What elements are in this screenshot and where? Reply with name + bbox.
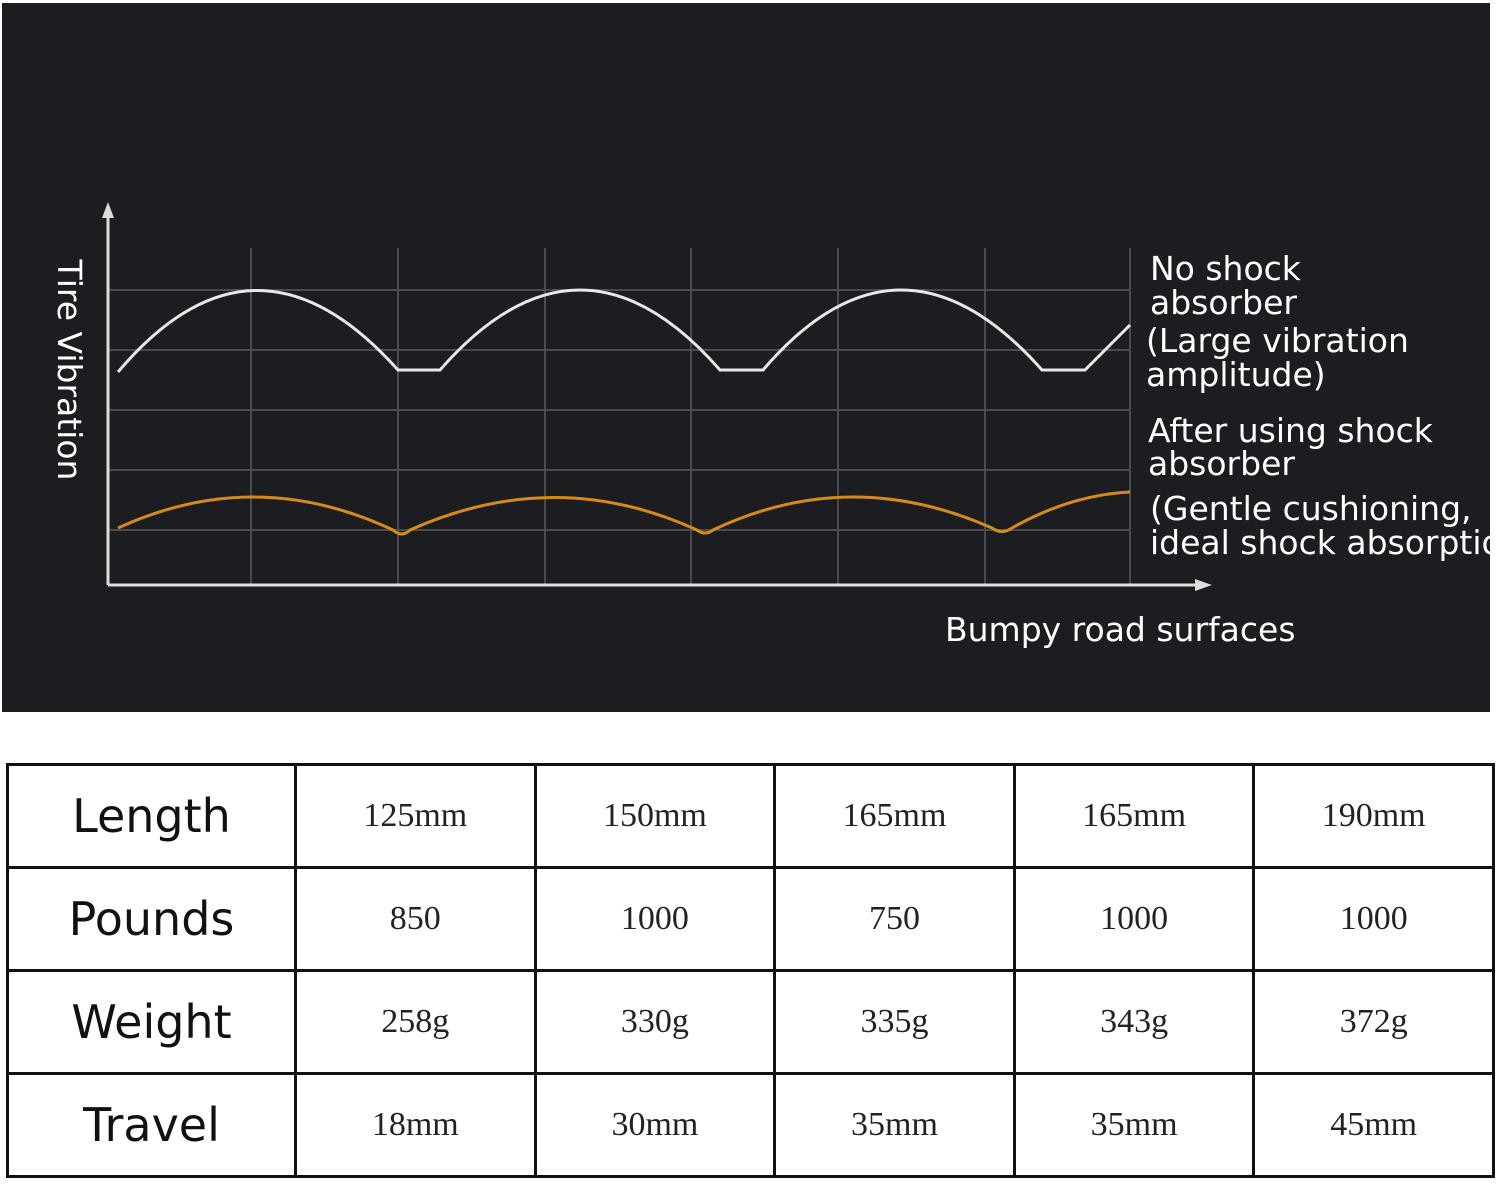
table-cell: 125mm bbox=[294, 763, 537, 869]
table-cell: 165mm bbox=[1012, 763, 1256, 869]
table-cell: 343g bbox=[1012, 969, 1256, 1075]
table-cell: 150mm bbox=[533, 763, 777, 869]
legend-line: absorber bbox=[1150, 283, 1297, 322]
table-row: Pounds 850 1000 750 1000 1000 bbox=[6, 866, 1495, 972]
axes bbox=[102, 202, 1212, 591]
table-cell: 18mm bbox=[294, 1072, 537, 1178]
spec-table: Length 125mm 150mm 165mm 165mm 190mm Pounds 850… bbox=[6, 763, 1495, 1178]
curve-no-shock bbox=[116, 288, 1132, 373]
table-row: Travel 18mm 30mm 35mm 35mm 45mm bbox=[6, 1072, 1495, 1178]
table-cell: 372g bbox=[1252, 969, 1495, 1075]
x-axis-label: Bumpy road surfaces bbox=[945, 610, 1296, 649]
row-header: Weight bbox=[6, 969, 297, 1075]
row-header: Length bbox=[6, 763, 297, 869]
table-row: Weight 258g 330g 335g 343g 372g bbox=[6, 969, 1495, 1075]
table-cell: 330g bbox=[533, 969, 777, 1075]
legend-line: No shock bbox=[1150, 249, 1302, 288]
table-cell: 850 bbox=[294, 866, 537, 972]
table-cell: 1000 bbox=[533, 866, 777, 972]
table-cell: 1000 bbox=[1012, 866, 1256, 972]
table-cell: 750 bbox=[773, 866, 1016, 972]
table-cell: 45mm bbox=[1252, 1072, 1495, 1178]
table-row: Length 125mm 150mm 165mm 165mm 190mm bbox=[6, 763, 1495, 869]
table-cell: 35mm bbox=[1012, 1072, 1256, 1178]
table-cell: 165mm bbox=[773, 763, 1016, 869]
table-cell: 35mm bbox=[773, 1072, 1016, 1178]
legend-line: (Gentle cushioning, bbox=[1150, 489, 1472, 528]
table-cell: 1000 bbox=[1252, 866, 1495, 972]
y-axis-label: Tire Vibration bbox=[50, 259, 89, 481]
legend-line: After using shock bbox=[1148, 411, 1434, 450]
table-cell: 30mm bbox=[533, 1072, 777, 1178]
curve-with-shock bbox=[117, 490, 1131, 536]
row-header: Travel bbox=[6, 1072, 297, 1178]
legend: No shock absorber (Large vibration ampli… bbox=[1146, 249, 1500, 562]
table-cell: 190mm bbox=[1252, 763, 1495, 869]
table-cell: 258g bbox=[294, 969, 537, 1075]
table-cell: 335g bbox=[773, 969, 1016, 1075]
legend-line: ideal shock absorption) bbox=[1150, 523, 1500, 562]
legend-line: absorber bbox=[1148, 444, 1295, 483]
legend-line: amplitude) bbox=[1146, 355, 1326, 394]
legend-line: (Large vibration bbox=[1146, 321, 1409, 360]
grid bbox=[108, 248, 1131, 585]
row-header: Pounds bbox=[6, 866, 297, 972]
